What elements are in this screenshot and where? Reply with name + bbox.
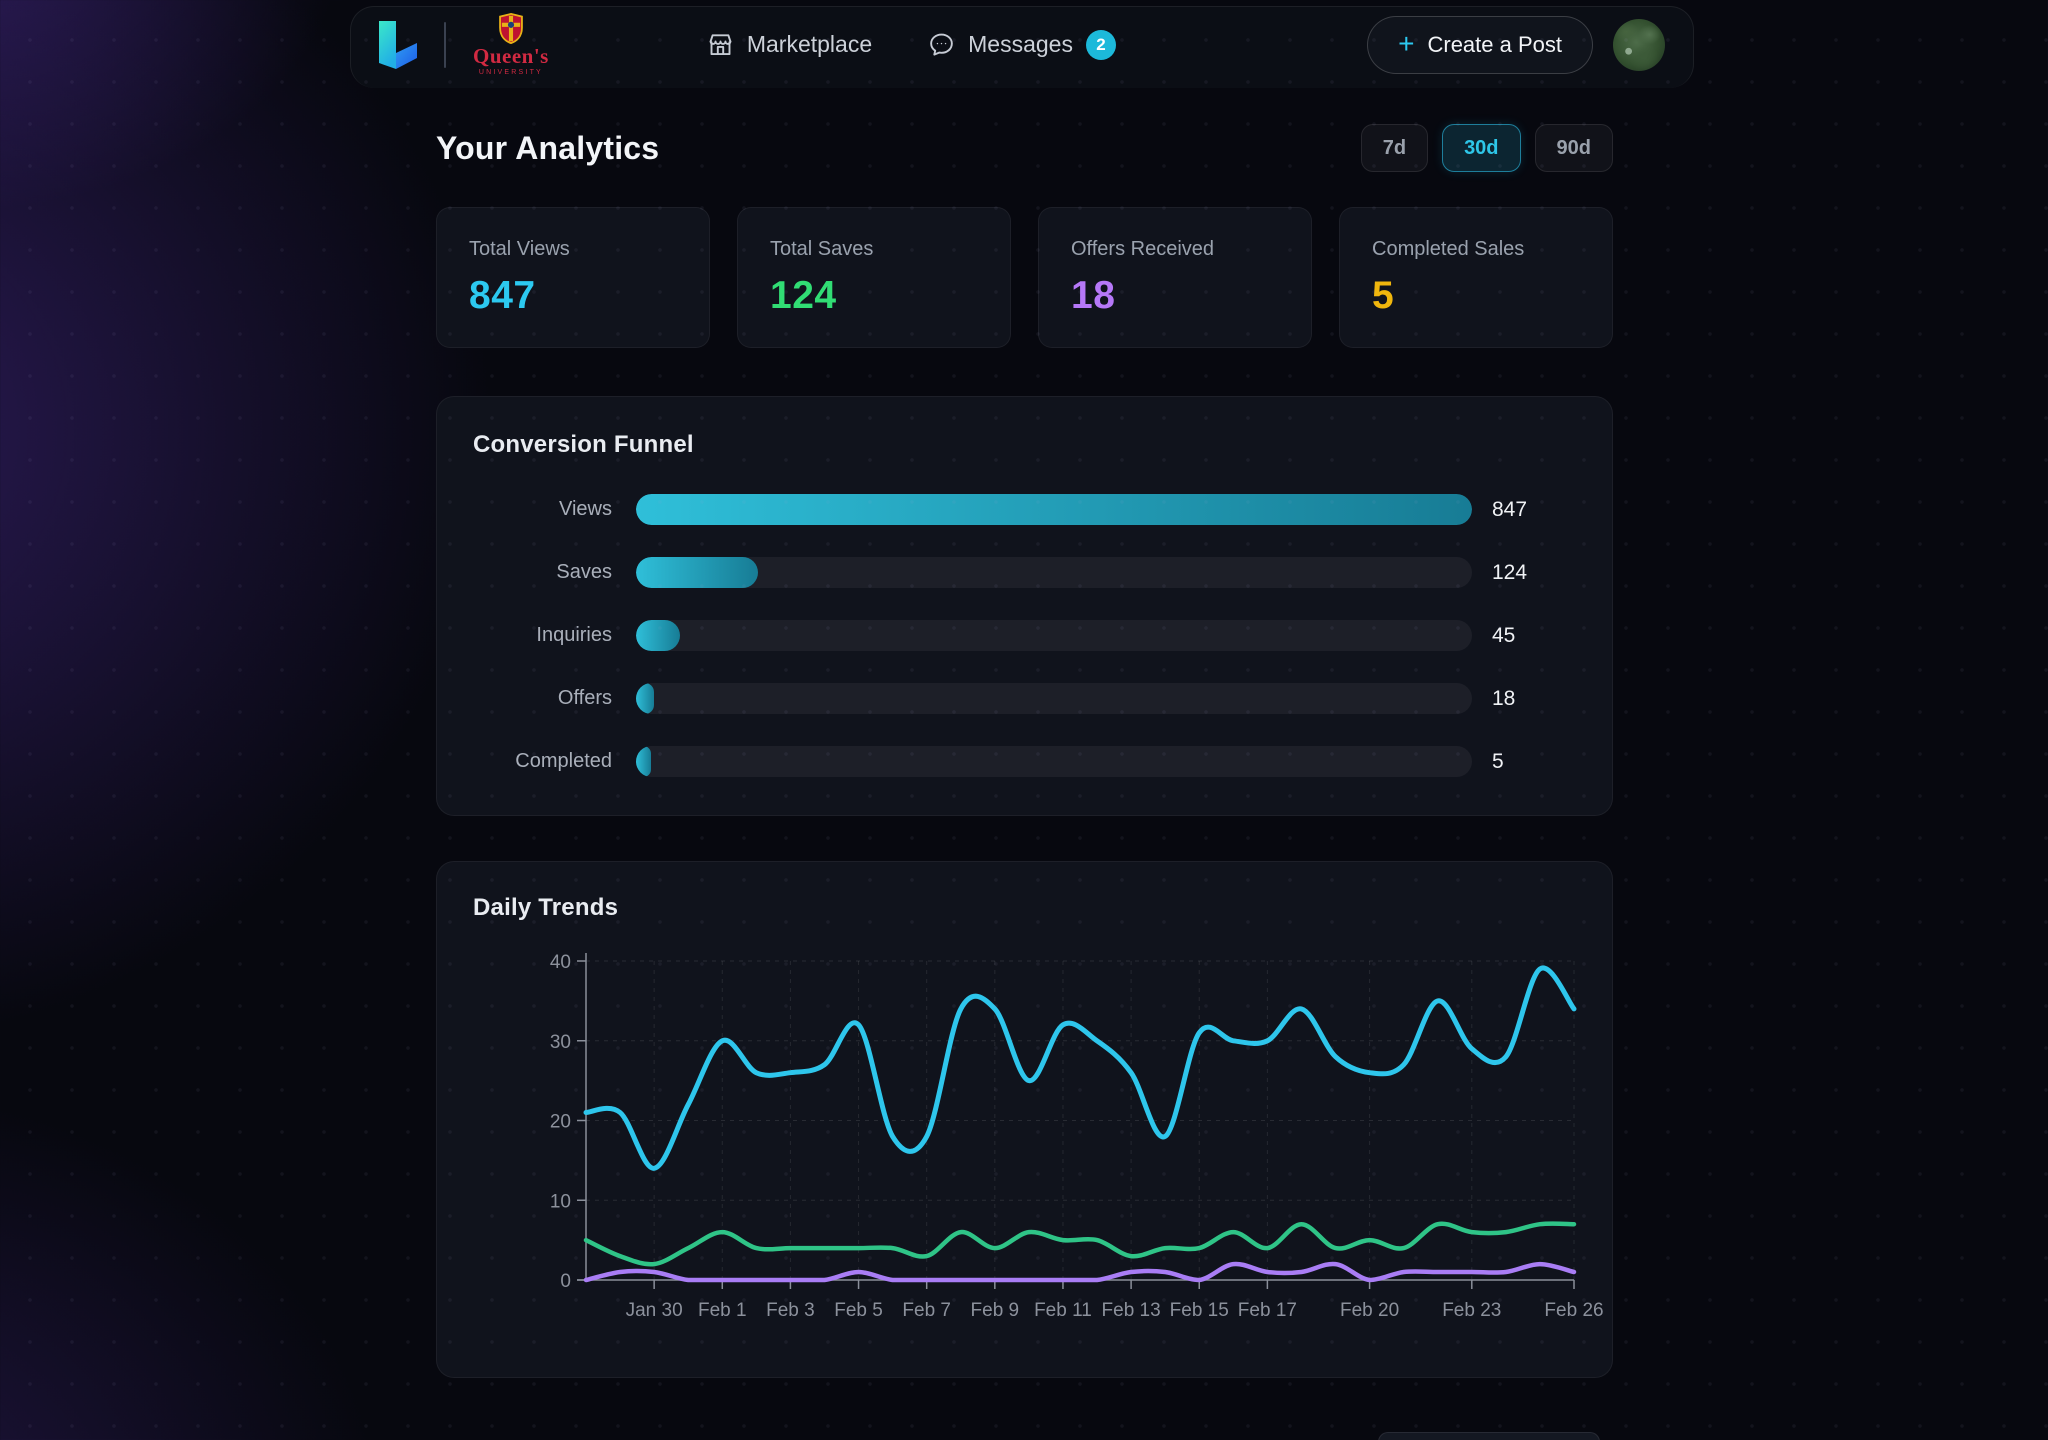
svg-text:Feb 9: Feb 9: [971, 1300, 1020, 1321]
conversion-funnel-card: Conversion Funnel Views 847 Saves 124 Inquir…: [436, 396, 1613, 816]
tricolor-red: [1246, 82, 1693, 88]
funnel-stage-label: Inquiries: [536, 624, 612, 646]
top-navbar: Queen's UNIVERSITY Marketplace: [350, 6, 1694, 88]
user-avatar[interactable]: [1613, 18, 1665, 71]
queens-tricolor-border: [351, 82, 1693, 88]
funnel-row: Inquiries 45: [473, 620, 1576, 651]
create-post-label: Create a Post: [1427, 31, 1562, 57]
svg-text:Feb 26: Feb 26: [1544, 1300, 1603, 1321]
range-button-7d[interactable]: 7d: [1360, 124, 1429, 172]
funnel-bar-track: [636, 494, 1472, 525]
stat-card: Total Saves 124: [737, 207, 1011, 348]
funnel-row: Saves 124: [473, 557, 1576, 588]
funnel-stage-value: 847: [1492, 497, 1528, 521]
brand: Queen's UNIVERSITY: [379, 13, 549, 76]
funnel-bar-fill: [636, 746, 651, 777]
svg-text:Jan 30: Jan 30: [626, 1300, 683, 1321]
svg-text:Feb 11: Feb 11: [1034, 1300, 1092, 1321]
svg-text:40: 40: [550, 952, 571, 973]
stat-value: 847: [469, 274, 536, 317]
stat-card: Completed Sales 5: [1339, 207, 1613, 348]
funnel-stage-value: 18: [1492, 686, 1516, 710]
next-card-peek: [1378, 1432, 1600, 1440]
svg-text:Feb 13: Feb 13: [1102, 1300, 1161, 1321]
daily-trends-chart: 0 10 20 30 40 Jan 30 Feb 1 Feb 3 Feb 5 Feb 7 Feb 9…: [550, 952, 1604, 1321]
trends-title: Daily Trends: [473, 894, 619, 921]
svg-text:20: 20: [550, 1112, 571, 1133]
page-title: Your Analytics: [436, 129, 660, 166]
analytics-page: Your Analytics 7d 30d 90d Total Views 847…: [436, 88, 1613, 1378]
queens-university-label: UNIVERSITY: [478, 69, 543, 77]
tricolor-gold: [798, 82, 1245, 88]
funnel-bar-fill: [636, 494, 1472, 525]
funnel-stage-value: 124: [1492, 560, 1528, 584]
funnel-stage-label: Saves: [556, 561, 612, 583]
svg-text:Feb 1: Feb 1: [698, 1300, 747, 1321]
svg-text:Feb 5: Feb 5: [834, 1300, 883, 1321]
funnel-stage-label: Views: [559, 498, 612, 520]
storefront-icon: [709, 34, 732, 56]
messages-unread-badge: 2: [1085, 29, 1116, 60]
stat-card: Total Views 847: [436, 207, 710, 348]
range-button-30d[interactable]: 30d: [1442, 124, 1521, 172]
funnel-bar-track: [636, 557, 1472, 588]
funnel-row: Completed 5: [473, 746, 1576, 777]
svg-text:30: 30: [550, 1032, 571, 1053]
funnel-stage-value: 45: [1492, 623, 1516, 647]
stat-card: Offers Received 18: [1038, 207, 1312, 348]
funnel-bar-fill: [636, 683, 654, 714]
create-post-button[interactable]: + Create a Post: [1367, 15, 1593, 74]
tricolor-blue: [351, 82, 798, 88]
svg-text:Feb 7: Feb 7: [902, 1300, 951, 1321]
funnel-row: Views 847: [473, 494, 1576, 525]
svg-text:Feb 23: Feb 23: [1442, 1300, 1501, 1321]
nav-item-label: Marketplace: [746, 31, 873, 58]
queens-crest-icon: [499, 13, 523, 45]
funnel-bar-fill: [636, 557, 759, 588]
daily-trends-card: Daily Trends 0 10 20 30 40 Jan 30 Feb 1 Feb 3 Fe…: [436, 861, 1613, 1378]
funnel-bar-fill: [636, 620, 681, 651]
stat-value: 5: [1372, 274, 1395, 317]
svg-text:10: 10: [550, 1191, 571, 1212]
range-button-90d[interactable]: 90d: [1534, 124, 1613, 172]
brand-divider: [444, 21, 446, 68]
svg-text:Feb 20: Feb 20: [1340, 1300, 1399, 1321]
stat-label: Offers Received: [1071, 238, 1215, 260]
svg-text:0: 0: [560, 1271, 571, 1292]
funnel-row: Offers 18: [473, 683, 1576, 714]
nav-item-marketplace[interactable]: Marketplace: [707, 31, 872, 58]
plus-icon: +: [1398, 27, 1415, 59]
trend-line-views: [583, 965, 1577, 1171]
funnel-bar-track: [636, 620, 1472, 651]
app-logo-icon[interactable]: [379, 20, 417, 70]
queens-wordmark: Queen's: [473, 44, 549, 69]
funnel-stage-label: Offers: [557, 687, 612, 709]
svg-text:Feb 17: Feb 17: [1238, 1300, 1297, 1321]
svg-text:Feb 15: Feb 15: [1170, 1300, 1229, 1321]
nav-item-label: Messages: [968, 31, 1073, 58]
funnel-title: Conversion Funnel: [473, 431, 694, 458]
nav-item-messages[interactable]: Messages 2: [928, 29, 1116, 60]
stats-row: Total Views 847 Total Saves 124 Offers Recei…: [436, 207, 1613, 348]
chat-bubble-icon: [930, 33, 953, 56]
trend-line-offers: [583, 1261, 1577, 1283]
funnel-stage-value: 5: [1492, 749, 1504, 773]
trend-line-saves: [583, 1221, 1577, 1267]
stat-label: Total Saves: [770, 238, 874, 260]
funnel-bar-track: [636, 746, 1472, 777]
funnel-stage-label: Completed: [515, 750, 612, 772]
queens-university-logo: Queen's UNIVERSITY: [473, 13, 549, 76]
funnel-rows: Views 847 Saves 124 Inquiries 45 Offers 18 Compl…: [473, 494, 1576, 777]
date-range-selector: 7d 30d 90d: [1360, 124, 1613, 172]
svg-text:Feb 3: Feb 3: [766, 1300, 815, 1321]
stat-value: 18: [1071, 274, 1116, 317]
funnel-bar-track: [636, 683, 1472, 714]
stat-label: Total Views: [469, 238, 570, 260]
stat-value: 124: [770, 274, 837, 317]
stat-label: Completed Sales: [1372, 238, 1525, 260]
